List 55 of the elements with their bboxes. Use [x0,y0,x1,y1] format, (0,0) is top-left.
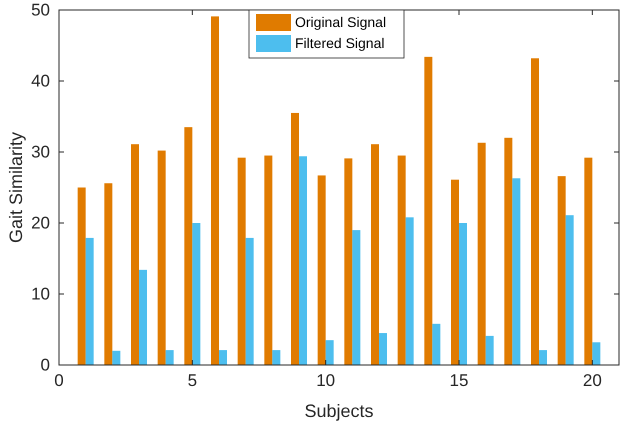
bar [166,350,174,365]
bar [112,350,120,365]
bar [558,176,566,365]
bar [238,158,246,365]
x-tick-label: 5 [188,371,198,390]
bar [86,238,94,365]
x-axis-title: Subjects [304,401,374,421]
bar [539,350,547,365]
bar [291,112,299,365]
bar [459,223,467,365]
bar [326,340,334,365]
bar [584,158,592,365]
y-tick-label: 40 [31,71,50,90]
bar [451,180,459,365]
bar [246,238,254,365]
legend-label: Original Signal [295,14,386,30]
bar [78,188,86,365]
y-tick-label: 50 [31,0,50,20]
bar [299,156,307,365]
x-tick-label: 10 [316,371,336,390]
x-tick-label: 20 [582,371,602,390]
bar [139,270,147,365]
bar [504,138,512,365]
bar [398,156,406,365]
y-tick-label: 10 [31,284,50,304]
bar [371,144,379,365]
bar [318,175,326,365]
bar [184,127,192,365]
bar [478,142,486,365]
y-axis-title: Gait Similarity [6,132,26,244]
legend-label: Filtered Signal [295,35,384,51]
bar [352,230,360,365]
x-tick-label: 0 [54,371,64,390]
bar [512,178,520,365]
bar [264,156,272,365]
bar [211,16,219,365]
bar [432,324,440,365]
bar [424,56,432,365]
bar [104,183,112,365]
bar [344,158,352,365]
y-tick-label: 0 [40,355,50,374]
y-tick-label: 20 [31,213,50,232]
y-tick-label: 30 [31,142,50,162]
bar [486,336,494,365]
bar [379,333,387,365]
bar [158,150,166,365]
bar [272,350,280,365]
bar [566,215,574,365]
bar [131,144,139,365]
bar [531,58,539,365]
bar [406,217,414,365]
bar [192,223,200,365]
x-tick-label: 15 [450,371,468,390]
bar [219,350,227,365]
bar [592,342,600,365]
